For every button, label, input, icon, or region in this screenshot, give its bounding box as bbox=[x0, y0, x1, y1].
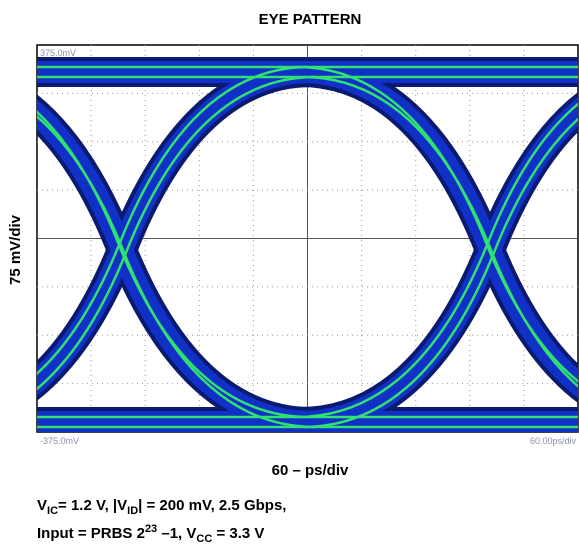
caption-sub: IC bbox=[47, 505, 58, 517]
caption-text: = 1.2 V, |V bbox=[58, 497, 127, 514]
caption-text: = 3.3 V bbox=[212, 525, 264, 542]
y-axis-label: 75 mV/div bbox=[7, 214, 24, 285]
screen-label: -375.0mV bbox=[40, 436, 79, 446]
caption-text: | = 200 mV, 2.5 Gbps, bbox=[138, 497, 286, 514]
caption-text: Input = PRBS 2 bbox=[37, 525, 145, 542]
caption-sub: ID bbox=[127, 505, 138, 517]
trace-line bbox=[296, 65, 578, 383]
caption-text: V bbox=[37, 497, 47, 514]
trace-line bbox=[302, 75, 578, 388]
x-axis-label: 60 – ps/div bbox=[272, 462, 349, 479]
screen-label: 60.00ps/div bbox=[530, 436, 577, 446]
caption-line: Input = PRBS 223 –1, VCC = 3.3 V bbox=[37, 523, 264, 545]
chart-title: EYE PATTERN bbox=[259, 11, 362, 28]
caption-line: VIC= 1.2 V, |VID| = 200 mV, 2.5 Gbps, bbox=[37, 497, 286, 517]
caption-sup: 23 bbox=[145, 523, 157, 535]
caption-sub: CC bbox=[196, 533, 212, 545]
eye-traces bbox=[37, 57, 578, 432]
trace-line bbox=[37, 115, 316, 429]
caption-text: –1, V bbox=[157, 525, 196, 542]
screen-label: 375.0mV bbox=[40, 48, 76, 58]
trace-line bbox=[37, 110, 310, 419]
